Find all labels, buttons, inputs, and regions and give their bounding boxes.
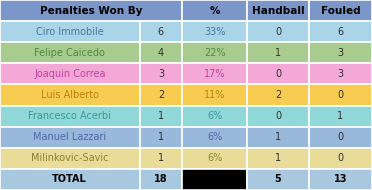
Text: Luis Alberto: Luis Alberto	[41, 90, 99, 100]
FancyBboxPatch shape	[182, 106, 247, 127]
Text: 17%: 17%	[204, 69, 225, 79]
FancyBboxPatch shape	[309, 127, 372, 148]
FancyBboxPatch shape	[247, 106, 309, 127]
FancyBboxPatch shape	[182, 148, 247, 169]
FancyBboxPatch shape	[247, 169, 309, 190]
Text: 6%: 6%	[207, 132, 222, 142]
Text: 1: 1	[275, 48, 281, 58]
FancyBboxPatch shape	[0, 21, 140, 42]
Text: 5: 5	[275, 174, 282, 184]
Text: 3: 3	[337, 69, 343, 79]
Text: 6%: 6%	[207, 111, 222, 121]
FancyBboxPatch shape	[140, 148, 182, 169]
FancyBboxPatch shape	[140, 21, 182, 42]
FancyBboxPatch shape	[182, 0, 247, 21]
FancyBboxPatch shape	[0, 106, 140, 127]
Text: 0: 0	[337, 153, 343, 163]
FancyBboxPatch shape	[140, 106, 182, 127]
Text: 3: 3	[337, 48, 343, 58]
Text: Milinkovic-Savic: Milinkovic-Savic	[31, 153, 109, 163]
Text: Joaquin Correa: Joaquin Correa	[34, 69, 106, 79]
FancyBboxPatch shape	[182, 169, 247, 190]
FancyBboxPatch shape	[247, 63, 309, 84]
FancyBboxPatch shape	[140, 42, 182, 63]
Text: 0: 0	[337, 90, 343, 100]
FancyBboxPatch shape	[309, 169, 372, 190]
Text: Fouled: Fouled	[321, 6, 360, 16]
Text: 13: 13	[334, 174, 347, 184]
Text: 0: 0	[275, 27, 281, 37]
Text: 11%: 11%	[204, 90, 225, 100]
FancyBboxPatch shape	[182, 127, 247, 148]
Text: 33%: 33%	[204, 27, 225, 37]
FancyBboxPatch shape	[140, 127, 182, 148]
FancyBboxPatch shape	[247, 127, 309, 148]
Text: 4: 4	[158, 48, 164, 58]
Text: Handball: Handball	[252, 6, 304, 16]
Text: 1: 1	[337, 111, 343, 121]
FancyBboxPatch shape	[0, 148, 140, 169]
Text: 0: 0	[275, 69, 281, 79]
FancyBboxPatch shape	[182, 42, 247, 63]
FancyBboxPatch shape	[309, 63, 372, 84]
Text: 1: 1	[275, 132, 281, 142]
Text: Francesco Acerbi: Francesco Acerbi	[28, 111, 111, 121]
FancyBboxPatch shape	[0, 42, 140, 63]
Text: TOTAL: TOTAL	[52, 174, 87, 184]
Text: %: %	[209, 6, 220, 16]
FancyBboxPatch shape	[247, 42, 309, 63]
Text: 1: 1	[158, 111, 164, 121]
Text: 2: 2	[158, 90, 164, 100]
FancyBboxPatch shape	[182, 63, 247, 84]
Text: 18: 18	[154, 174, 168, 184]
Text: Felipe Caicedo: Felipe Caicedo	[34, 48, 105, 58]
FancyBboxPatch shape	[140, 169, 182, 190]
FancyBboxPatch shape	[140, 84, 182, 106]
FancyBboxPatch shape	[309, 21, 372, 42]
FancyBboxPatch shape	[309, 106, 372, 127]
FancyBboxPatch shape	[309, 42, 372, 63]
Text: Ciro Immobile: Ciro Immobile	[36, 27, 104, 37]
Text: 22%: 22%	[204, 48, 226, 58]
Text: 2: 2	[275, 90, 281, 100]
FancyBboxPatch shape	[0, 84, 140, 106]
Text: Manuel Lazzari: Manuel Lazzari	[33, 132, 106, 142]
FancyBboxPatch shape	[247, 21, 309, 42]
FancyBboxPatch shape	[247, 0, 309, 21]
FancyBboxPatch shape	[182, 84, 247, 106]
FancyBboxPatch shape	[309, 84, 372, 106]
Text: 1: 1	[158, 153, 164, 163]
FancyBboxPatch shape	[247, 148, 309, 169]
Text: 6: 6	[337, 27, 343, 37]
FancyBboxPatch shape	[0, 63, 140, 84]
Text: 0: 0	[275, 111, 281, 121]
Text: 1: 1	[158, 132, 164, 142]
FancyBboxPatch shape	[247, 84, 309, 106]
FancyBboxPatch shape	[0, 127, 140, 148]
Text: 6: 6	[158, 27, 164, 37]
Text: 3: 3	[158, 69, 164, 79]
FancyBboxPatch shape	[0, 169, 140, 190]
FancyBboxPatch shape	[182, 21, 247, 42]
Text: 6%: 6%	[207, 153, 222, 163]
Text: 0: 0	[337, 132, 343, 142]
FancyBboxPatch shape	[309, 148, 372, 169]
FancyBboxPatch shape	[0, 0, 182, 21]
FancyBboxPatch shape	[140, 63, 182, 84]
FancyBboxPatch shape	[309, 0, 372, 21]
Text: Penalties Won By: Penalties Won By	[40, 6, 142, 16]
Text: 1: 1	[275, 153, 281, 163]
